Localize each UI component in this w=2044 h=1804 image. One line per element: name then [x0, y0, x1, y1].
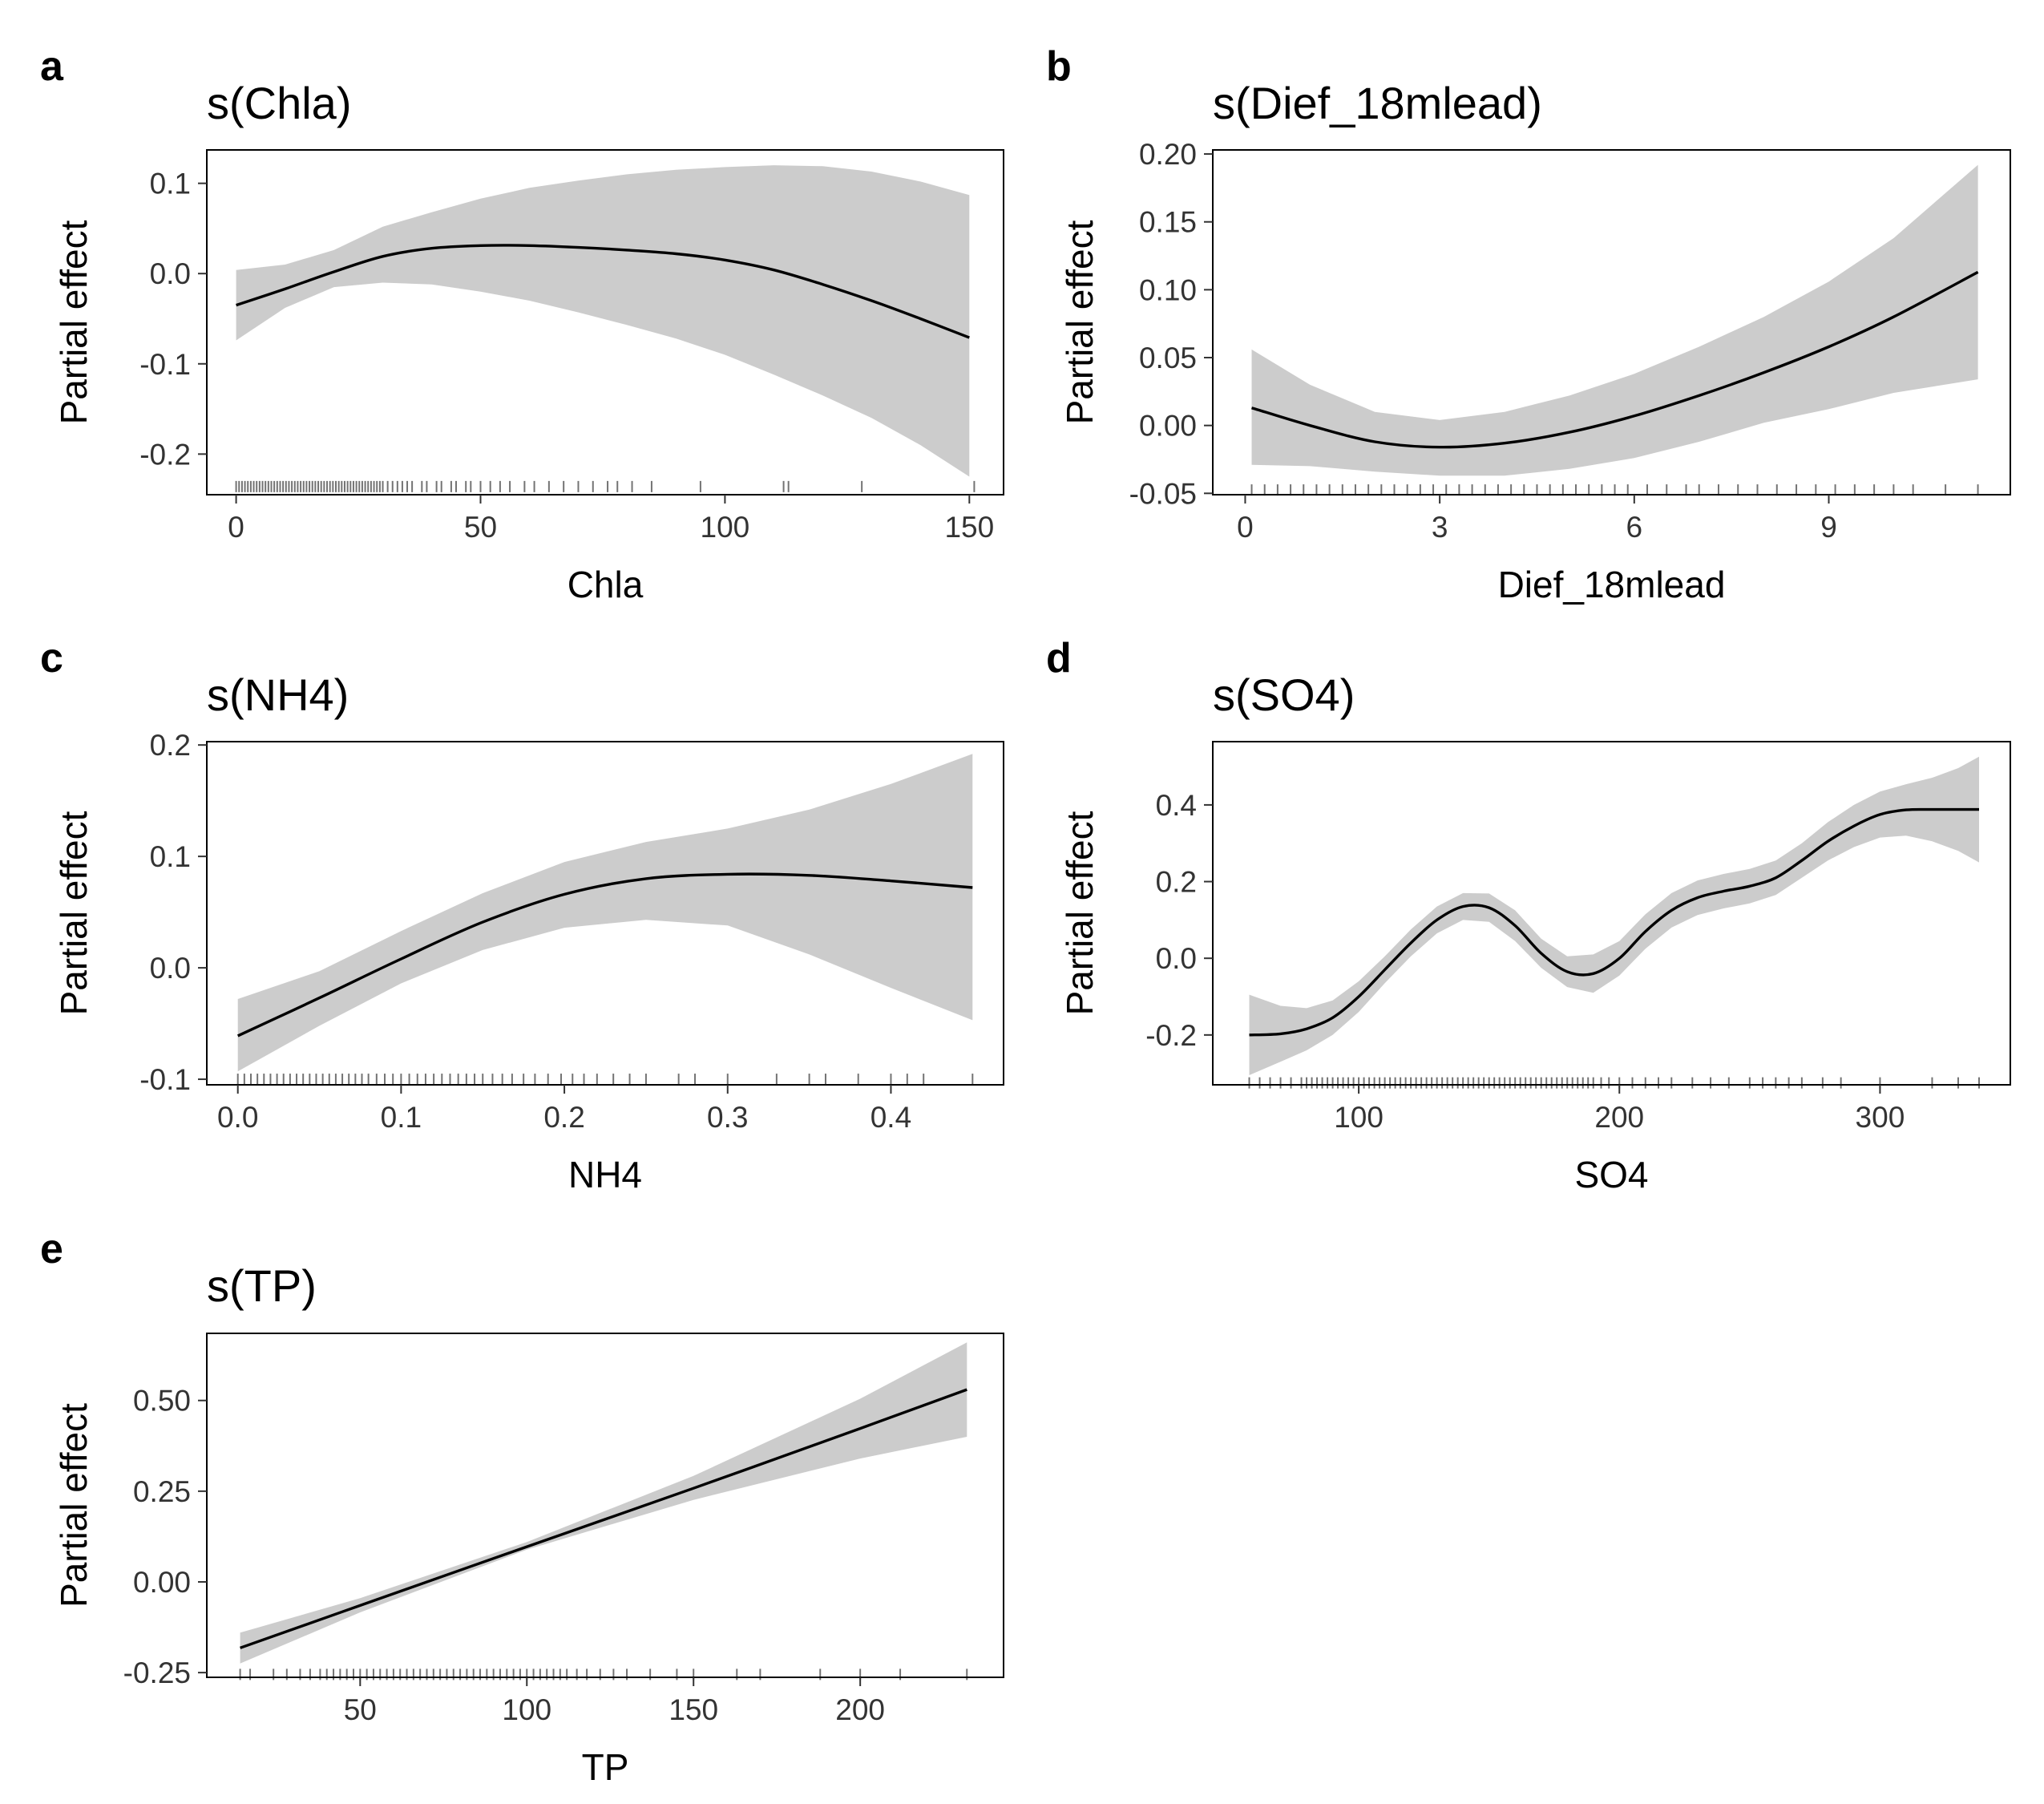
- y-tick-label: 0.1: [150, 840, 191, 873]
- x-tick-label: 0.2: [543, 1101, 584, 1134]
- panel-letter: a: [40, 43, 64, 90]
- y-tick-label: -0.1: [139, 348, 191, 381]
- x-tick-label: 3: [1432, 511, 1448, 544]
- fitted-line: [1249, 807, 1979, 1037]
- confidence-band: [1251, 164, 1978, 476]
- x-tick-label: 100: [502, 1693, 551, 1726]
- y-tick-label: 0.2: [1156, 866, 1197, 899]
- y-axis-title: Partial effect: [53, 811, 95, 1015]
- y-tick-label: 0.00: [1139, 410, 1197, 443]
- x-axis-title: NH4: [568, 1154, 642, 1195]
- y-tick-label: 0.20: [1139, 138, 1197, 171]
- panel-letter: c: [40, 635, 63, 682]
- confidence-band: [237, 754, 973, 1072]
- x-tick-label: 200: [835, 1693, 885, 1726]
- y-tick-label: -0.25: [123, 1656, 191, 1689]
- confidence-band: [240, 1342, 967, 1664]
- fitted-line: [240, 1388, 967, 1649]
- x-tick-label: 0.4: [871, 1101, 911, 1134]
- x-axis-title: Chla: [568, 564, 644, 605]
- panel-c: c s(NH4) 0.0 0.1 0.2 0.3 0.4 0.2 0.1 0.0 -0.1 NH4 Pa…: [40, 635, 1004, 1195]
- x-tick-label: 0: [228, 511, 244, 544]
- panel-letter: b: [1046, 43, 1072, 90]
- y-tick-label: 0.0: [150, 257, 191, 290]
- x-tick-label: 6: [1626, 511, 1643, 544]
- panel-a: a s(Chla) 0 50 100 150 0.1 0.0 -0.1 -0.2 Chla Parti…: [40, 43, 1004, 605]
- y-tick-label: -0.1: [139, 1063, 191, 1096]
- y-tick-label: -0.2: [1145, 1019, 1197, 1052]
- x-tick-label: 200: [1594, 1101, 1644, 1134]
- panel-title: s(Chla): [207, 78, 351, 128]
- plot-border: [206, 741, 1004, 1086]
- y-axis-title: Partial effect: [1059, 220, 1101, 424]
- y-tick-label: 0.1: [150, 168, 191, 200]
- panel-letter: d: [1046, 635, 1072, 682]
- y-tick-label: 0.00: [133, 1566, 191, 1599]
- x-tick-label: 150: [944, 511, 994, 544]
- x-tick-label: 100: [701, 511, 750, 544]
- fitted-line: [236, 872, 973, 1038]
- panel-title: s(SO4): [1213, 669, 1355, 720]
- plot-border: [206, 149, 1004, 495]
- x-tick-label: 0.3: [707, 1101, 748, 1134]
- x-tick-label: 0: [1237, 511, 1254, 544]
- plot-border: [1212, 149, 2011, 495]
- y-tick-label: 0.25: [133, 1475, 191, 1508]
- plot-border: [206, 1333, 1004, 1678]
- x-tick-label: 9: [1820, 511, 1837, 544]
- y-tick-label: 0.2: [150, 729, 191, 762]
- panel-title: s(NH4): [207, 669, 349, 720]
- x-tick-label: 0.0: [217, 1101, 258, 1134]
- x-axis-title: Dief_18mlead: [1498, 564, 1726, 605]
- x-tick-label: 100: [1334, 1101, 1384, 1134]
- panel-letter: e: [40, 1226, 63, 1272]
- fitted-line: [1251, 270, 1979, 449]
- y-tick-label: 0.10: [1139, 273, 1197, 306]
- fitted-line: [236, 244, 970, 339]
- y-tick-label: -0.2: [139, 438, 191, 471]
- y-tick-label: 0.0: [1156, 942, 1197, 975]
- panel-title: s(TP): [207, 1260, 317, 1311]
- x-tick-label: 50: [344, 1693, 377, 1726]
- y-tick-label: 0.50: [133, 1385, 191, 1418]
- y-axis-title: Partial effect: [53, 220, 95, 424]
- x-tick-label: 150: [669, 1693, 718, 1726]
- x-tick-label: 50: [464, 511, 497, 544]
- y-tick-label: 0.05: [1139, 342, 1197, 374]
- confidence-band: [236, 165, 970, 477]
- plot-border: [1212, 741, 2011, 1086]
- x-axis-title: SO4: [1574, 1154, 1648, 1195]
- y-tick-label: 0.15: [1139, 206, 1197, 239]
- panel-e: e s(TP) 50 100 150 200 0.50 0.25 0.00 -0.25 TP Part…: [40, 1226, 1004, 1788]
- confidence-band: [1249, 756, 1979, 1075]
- x-axis-title: TP: [582, 1746, 629, 1788]
- y-axis-title: Partial effect: [1059, 811, 1101, 1015]
- y-tick-label: 0.0: [150, 952, 191, 985]
- x-tick-label: 300: [1856, 1101, 1905, 1134]
- y-tick-label: 0.4: [1156, 789, 1197, 822]
- panel-d: d s(SO4) 100 200 300 0.4 0.2 0.0 -0.2 SO4 Partial …: [1046, 635, 2011, 1195]
- x-tick-label: 0.1: [381, 1101, 422, 1134]
- y-axis-title: Partial effect: [53, 1403, 95, 1608]
- panel-b: b s(Dief_18mlead) 0 3 6 9 0.20 0.15 0.10 0.05 0.00…: [1046, 43, 2011, 605]
- y-tick-label: -0.05: [1129, 477, 1197, 510]
- panel-title: s(Dief_18mlead): [1213, 78, 1542, 128]
